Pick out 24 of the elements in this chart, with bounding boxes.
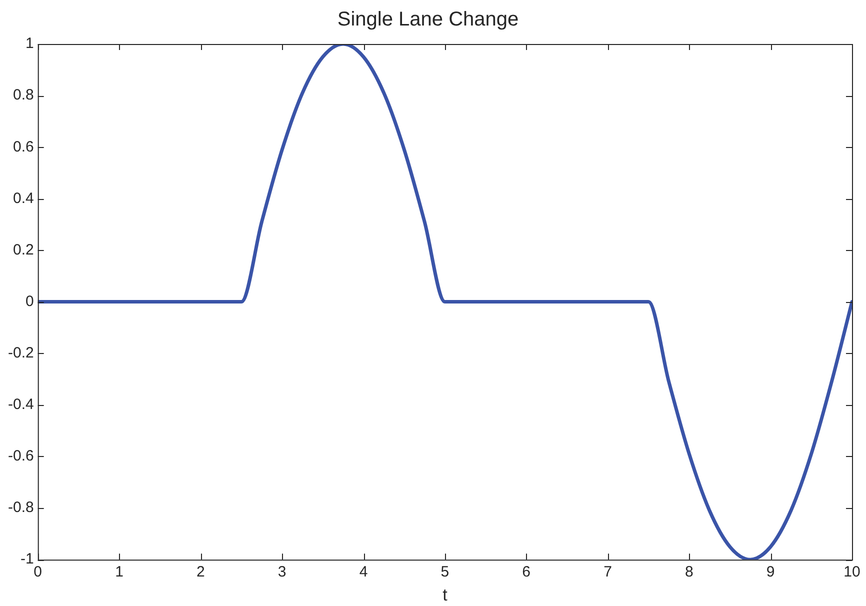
x-tick-label: 3 <box>278 564 286 581</box>
y-tick-label: 0.2 <box>12 241 34 258</box>
x-tick-label: 8 <box>685 564 694 581</box>
y-tick-label: 1 <box>26 35 34 52</box>
x-tick-label: 1 <box>115 564 124 581</box>
x-tick-label: 4 <box>359 564 368 581</box>
line-series <box>38 44 852 560</box>
chart-title: Single Lane Change <box>337 8 519 31</box>
x-tick-label: 2 <box>196 564 205 581</box>
y-tick-label: 0.6 <box>12 138 34 156</box>
y-tick-label: -0.4 <box>8 396 34 414</box>
x-axis-title: t <box>442 585 448 604</box>
y-tick-label: -0.2 <box>8 344 34 362</box>
y-tick-label: 0.4 <box>12 190 34 207</box>
y-tick-label: -1 <box>20 550 34 568</box>
y-tick-label: 0 <box>26 292 34 310</box>
x-tick-label: 10 <box>844 564 860 581</box>
x-tick-label: 9 <box>766 564 775 581</box>
x-tick-label: 5 <box>440 564 450 581</box>
y-tick-label: -0.8 <box>8 499 34 516</box>
x-tick-label: 6 <box>522 564 531 581</box>
y-tick-label: -0.6 <box>8 448 34 465</box>
x-tick-label: 7 <box>604 564 612 581</box>
y-tick-label: 0.8 <box>12 86 34 104</box>
